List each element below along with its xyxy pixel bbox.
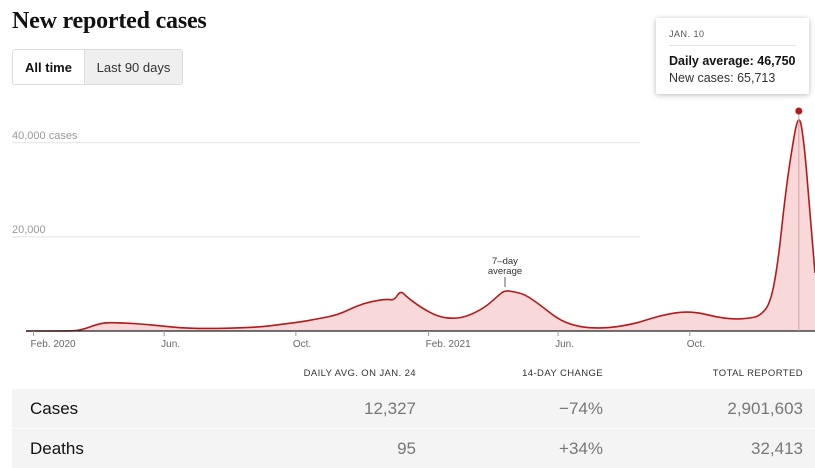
seven-day-average-line	[25, 119, 815, 332]
table-header: DAILY AVG. ON JAN. 24 14-DAY CHANGE TOTA…	[12, 360, 815, 388]
row-total: 32,413	[751, 439, 803, 458]
header-14-day-change: 14-DAY CHANGE	[522, 368, 603, 379]
row-label: Cases	[30, 399, 79, 418]
all-time-button[interactable]: All time	[13, 50, 84, 84]
time-range-toggle: All time Last 90 days	[12, 49, 183, 85]
row-daily-avg: 95	[397, 439, 416, 458]
tooltip-date: JAN. 10	[669, 29, 796, 46]
row-daily-avg: 12,327	[364, 399, 416, 418]
x-tick-label: Jun.	[161, 339, 180, 350]
y-tick-labels: 40,000 cases 20,000	[12, 130, 78, 236]
hover-tooltip: JAN. 10 Daily average: 46,750 New cases:…	[656, 18, 809, 94]
last-90-days-button[interactable]: Last 90 days	[84, 50, 182, 84]
annotation-line1: 7–day	[492, 256, 518, 267]
annotation-line2: average	[488, 266, 522, 277]
x-tick-labels: Feb. 2020 Jun. Oct. Feb. 2021 Jun. Oct.	[31, 331, 705, 350]
y-tick-label: 20,000	[12, 224, 46, 236]
row-change: +34%	[559, 439, 603, 458]
tooltip-new-cases: New cases: 65,713	[669, 71, 776, 85]
row-label: Deaths	[30, 439, 84, 458]
x-tick-label: Oct.	[687, 339, 705, 350]
row-total: 2,901,603	[727, 399, 803, 418]
x-tick-label: Feb. 2020	[31, 339, 76, 350]
gridlines	[12, 142, 640, 238]
seven-day-annotation: 7–day average	[488, 256, 522, 287]
cases-area	[26, 119, 815, 332]
row-change: −74%	[559, 399, 603, 418]
page-title: New reported cases	[12, 8, 207, 34]
table-row-deaths: Deaths 95 +34% 32,413	[12, 428, 815, 468]
hover-marker	[795, 107, 803, 115]
x-tick-label: Feb. 2021	[426, 339, 471, 350]
header-daily-avg: DAILY AVG. ON JAN. 24	[303, 368, 416, 379]
x-tick-label: Oct.	[293, 339, 311, 350]
header-total-reported: TOTAL REPORTED	[712, 368, 803, 379]
tooltip-daily-average: Daily average: 46,750	[669, 54, 796, 68]
summary-table: DAILY AVG. ON JAN. 24 14-DAY CHANGE TOTA…	[12, 360, 815, 468]
table-row-cases: Cases 12,327 −74% 2,901,603	[12, 388, 815, 428]
x-tick-label: Jun.	[555, 339, 574, 350]
y-tick-label: 40,000 cases	[12, 130, 78, 142]
